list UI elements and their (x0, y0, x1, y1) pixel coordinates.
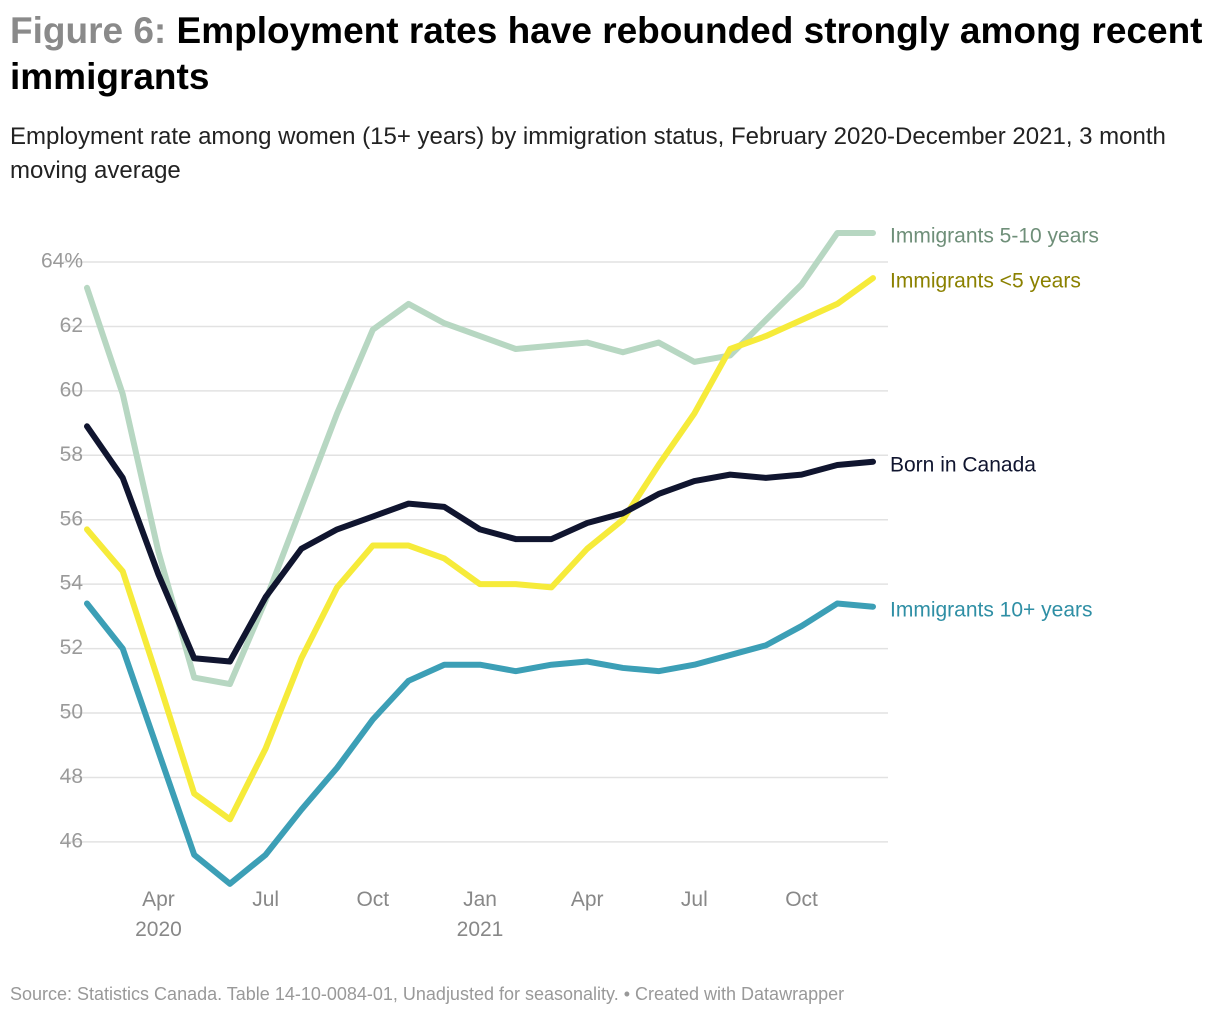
series-label: Immigrants 10+ years (890, 598, 1093, 621)
header: Figure 6: Employment rates have rebounde… (10, 8, 1210, 188)
y-tick-label: 48 (60, 765, 83, 788)
y-tick-label: 60 (60, 378, 83, 401)
y-tick-label: 46 (60, 829, 83, 852)
chart-title: Employment rates have rebounded strongly… (10, 10, 1203, 97)
title-block: Figure 6: Employment rates have rebounde… (10, 8, 1210, 100)
x-tick-label: Oct (356, 888, 389, 911)
y-tick-label: 50 (60, 701, 83, 724)
y-tick-label: 58 (60, 443, 83, 466)
chart: 46 48 50 52 54 56 58 60 62 64% Apr 2020 Jul Oct Jan 202… (41, 225, 1099, 941)
series-label: Immigrants <5 years (890, 270, 1081, 293)
source-note: Source: Statistics Canada. Table 14-10-0… (10, 984, 845, 1004)
x-tick-label: Jul (681, 888, 708, 911)
series-line (84, 423, 876, 665)
y-tick-label: 62 (60, 314, 83, 337)
x-tick-label: Apr 2020 (135, 888, 182, 941)
x-tick-label: Jan 2021 (457, 888, 504, 941)
series-label: Immigrants 5-10 years (890, 225, 1099, 248)
x-tick-label: Oct (785, 888, 818, 911)
x-tick-label: Jul (252, 888, 279, 911)
chart-subtitle: Employment rate among women (15+ years) … (10, 123, 1166, 184)
x-tick-label: Apr (571, 888, 604, 911)
y-tick-label: 64% (41, 250, 83, 273)
y-tick-label: 54 (60, 572, 84, 595)
y-tick-label: 56 (60, 507, 83, 530)
series-line (84, 600, 876, 887)
title-prefix: Figure 6: (10, 10, 167, 51)
series-label: Born in Canada (890, 453, 1036, 476)
series-line (84, 230, 876, 688)
series-line (84, 275, 876, 823)
y-tick-label: 52 (60, 636, 83, 659)
